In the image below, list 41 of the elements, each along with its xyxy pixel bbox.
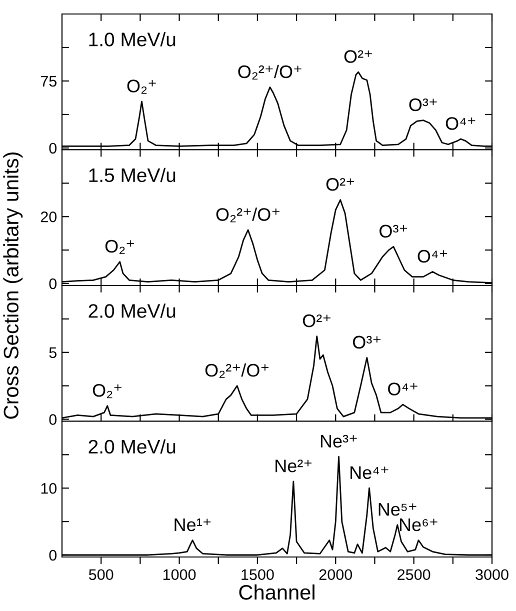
y-tick-label: 0 <box>49 278 57 290</box>
x-tick-label: 2000 <box>319 569 352 580</box>
annotation: 1.5 MeV/u <box>89 168 176 182</box>
annotation: 2.0 MeV/u <box>88 304 176 318</box>
x-tick-label: 3000 <box>476 569 508 580</box>
annotation: O₂⁺ <box>105 240 134 254</box>
annotation: O₂⁺ <box>92 384 122 398</box>
y-tick-label: 5 <box>49 347 56 358</box>
annotation: O₂²⁺/O⁺ <box>205 363 269 378</box>
annotation: O₂⁺ <box>127 80 156 94</box>
annotation: O⁴⁺ <box>388 382 418 396</box>
y-tick-label: 0 <box>49 142 57 154</box>
annotation: Ne²⁺ <box>276 460 312 472</box>
annotation: O³⁺ <box>409 98 437 112</box>
annotation: Ne³⁺ <box>320 434 357 448</box>
annotation: O⁴⁺ <box>446 117 476 130</box>
y-axis-title: Cross Section (arbitary units) <box>3 152 23 419</box>
annotation: O²⁺ <box>302 314 330 328</box>
annotation: 2.0 MeV/u <box>88 439 176 454</box>
annotation: O²⁺ <box>344 50 372 63</box>
annotation: Ne⁴⁺ <box>350 466 388 479</box>
y-tick-label: 75 <box>40 76 56 87</box>
x-tick-label: 1000 <box>163 569 196 580</box>
annotation: O₂²⁺/O⁺ <box>216 208 280 222</box>
annotation: Ne⁶⁺ <box>400 518 438 532</box>
annotation: O₂²⁺/O⁺ <box>238 64 302 80</box>
y-tick-label: 0 <box>49 550 57 561</box>
annotation: Ne¹⁺ <box>174 518 211 532</box>
x-tick-label: 1500 <box>242 569 274 580</box>
y-tick-label: 0 <box>49 414 57 425</box>
y-tick-label: 10 <box>41 482 57 494</box>
y-tick-label: 20 <box>40 211 57 222</box>
x-tick-label: 500 <box>88 569 114 580</box>
x-tick-label: 2500 <box>398 569 430 580</box>
annotation: O³⁺ <box>380 224 408 238</box>
annotation: 1.0 MeV/u <box>89 32 176 46</box>
annotation: Ne⁵⁺ <box>378 503 416 516</box>
x-axis-title: Channel <box>239 584 314 600</box>
annotation: O³⁺ <box>352 336 380 349</box>
annotation: O²⁺ <box>326 178 354 191</box>
annotation: O⁴⁺ <box>418 250 448 263</box>
